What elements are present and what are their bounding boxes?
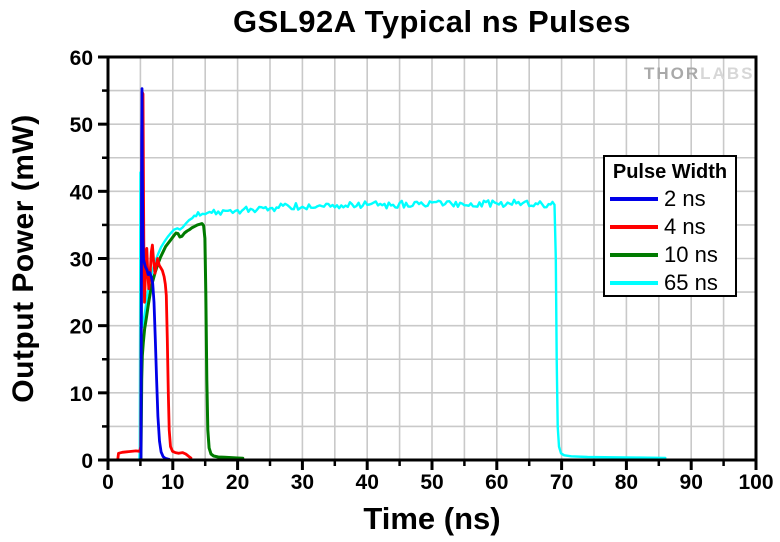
y-tick-label: 20 — [70, 316, 93, 339]
legend-item: 4 ns — [605, 213, 735, 241]
legend-line-sample — [610, 225, 658, 229]
y-tick-label: 40 — [70, 181, 93, 204]
thorlabs-watermark: THORLABS — [644, 64, 754, 84]
y-tick-label: 60 — [70, 47, 93, 70]
x-tick-label: 100 — [738, 471, 773, 494]
x-tick-label: 80 — [615, 471, 638, 494]
legend-label: 65 ns — [664, 270, 718, 295]
x-tick-label: 20 — [226, 471, 249, 494]
series-line-4-ns — [106, 90, 193, 462]
legend-title: Pulse Width — [612, 161, 728, 183]
watermark-thor: THOR — [644, 64, 701, 83]
series-line-10-ns — [106, 222, 245, 462]
x-tick-label: 50 — [420, 471, 443, 494]
legend-line-sample — [610, 281, 658, 285]
legend-item: 10 ns — [605, 241, 735, 269]
series-line-2-ns — [106, 87, 171, 462]
x-axis-title: Time (ns) — [363, 501, 501, 536]
y-tick-label: 50 — [70, 114, 93, 137]
y-tick-label: 10 — [70, 383, 93, 406]
watermark-labs: LABS — [700, 64, 755, 83]
legend-rows: 2 ns 4 ns 10 ns 65 ns — [605, 185, 735, 297]
legend-item: 2 ns — [605, 185, 735, 213]
x-tick-label: 90 — [680, 471, 703, 494]
series-line-65-ns — [106, 171, 667, 462]
y-tick-label: 30 — [70, 249, 93, 272]
x-tick-label: 70 — [550, 471, 573, 494]
x-tick-label: 40 — [356, 471, 379, 494]
legend-label: 2 ns — [664, 186, 706, 211]
legend-line-sample — [610, 253, 658, 257]
y-tick-label: 0 — [81, 450, 93, 473]
x-tick-label: 60 — [485, 471, 508, 494]
x-tick-label: 30 — [291, 471, 314, 494]
y-axis-title: Output Power (mW) — [7, 114, 40, 403]
legend-item: 65 ns — [605, 269, 735, 297]
legend-label: 10 ns — [664, 242, 718, 267]
legend: Pulse Width 2 ns 4 ns 10 ns 65 ns — [603, 155, 737, 297]
legend-label: 4 ns — [664, 214, 706, 239]
chart-title: GSL92A Typical ns Pulses — [233, 4, 631, 39]
x-tick-label: 10 — [161, 471, 184, 494]
x-tick-label: 0 — [102, 471, 114, 494]
legend-line-sample — [610, 197, 658, 201]
